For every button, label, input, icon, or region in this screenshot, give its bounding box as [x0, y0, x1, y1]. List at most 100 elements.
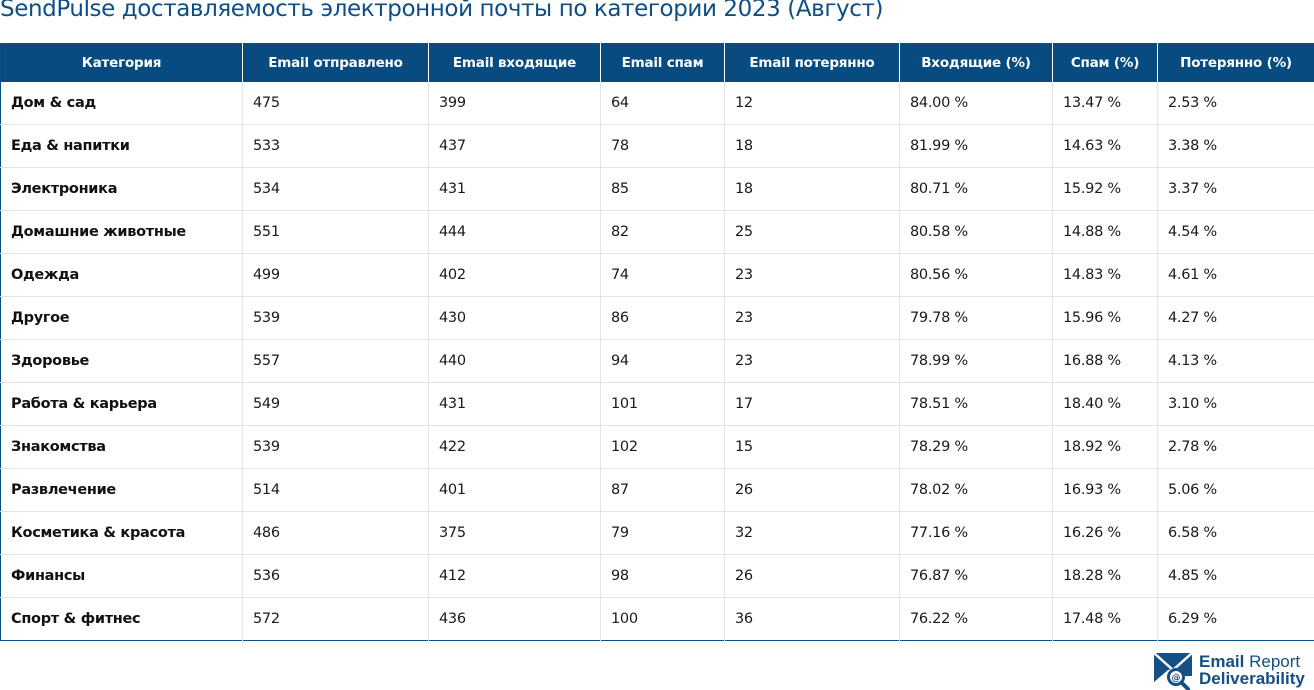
value-cell: 2.78 % — [1158, 426, 1314, 469]
category-cell: Другое — [1, 297, 243, 340]
value-cell: 5.06 % — [1158, 469, 1314, 512]
value-cell: 499 — [243, 254, 429, 297]
value-cell: 436 — [429, 598, 601, 641]
value-cell: 412 — [429, 555, 601, 598]
value-cell: 486 — [243, 512, 429, 555]
value-cell: 32 — [725, 512, 900, 555]
column-header: Спам (%) — [1053, 44, 1158, 83]
category-cell: Одежда — [1, 254, 243, 297]
value-cell: 74 — [601, 254, 725, 297]
value-cell: 16.26 % — [1053, 512, 1158, 555]
value-cell: 4.13 % — [1158, 340, 1314, 383]
value-cell: 3.38 % — [1158, 125, 1314, 168]
value-cell: 4.27 % — [1158, 297, 1314, 340]
value-cell: 101 — [601, 383, 725, 426]
value-cell: 102 — [601, 426, 725, 469]
value-cell: 18.92 % — [1053, 426, 1158, 469]
value-cell: 23 — [725, 254, 900, 297]
value-cell: 76.87 % — [900, 555, 1053, 598]
value-cell: 77.16 % — [900, 512, 1053, 555]
value-cell: 6.29 % — [1158, 598, 1314, 641]
envelope-magnifier-icon: @ — [1153, 650, 1193, 690]
value-cell: 23 — [725, 340, 900, 383]
category-cell: Спорт & фитнес — [1, 598, 243, 641]
column-header: Email отправлено — [243, 44, 429, 83]
value-cell: 15.96 % — [1053, 297, 1158, 340]
value-cell: 64 — [601, 82, 725, 125]
category-cell: Еда & напитки — [1, 125, 243, 168]
value-cell: 84.00 % — [900, 82, 1053, 125]
value-cell: 557 — [243, 340, 429, 383]
column-header: Потерянно (%) — [1158, 44, 1314, 83]
value-cell: 79.78 % — [900, 297, 1053, 340]
category-cell: Косметика & красота — [1, 512, 243, 555]
value-cell: 475 — [243, 82, 429, 125]
value-cell: 87 — [601, 469, 725, 512]
category-cell: Знакомства — [1, 426, 243, 469]
value-cell: 14.83 % — [1053, 254, 1158, 297]
value-cell: 3.10 % — [1158, 383, 1314, 426]
value-cell: 533 — [243, 125, 429, 168]
value-cell: 78.51 % — [900, 383, 1053, 426]
svg-text:@: @ — [1172, 674, 1181, 684]
value-cell: 16.88 % — [1053, 340, 1158, 383]
value-cell: 18 — [725, 168, 900, 211]
column-header: Email спам — [601, 44, 725, 83]
value-cell: 4.61 % — [1158, 254, 1314, 297]
value-cell: 94 — [601, 340, 725, 383]
value-cell: 4.85 % — [1158, 555, 1314, 598]
value-cell: 18 — [725, 125, 900, 168]
value-cell: 18.28 % — [1053, 555, 1158, 598]
value-cell: 80.71 % — [900, 168, 1053, 211]
value-cell: 100 — [601, 598, 725, 641]
category-cell: Развлечение — [1, 469, 243, 512]
value-cell: 18.40 % — [1053, 383, 1158, 426]
category-cell: Финансы — [1, 555, 243, 598]
logo-text-deliverability: Deliverability — [1199, 670, 1305, 687]
value-cell: 536 — [243, 555, 429, 598]
value-cell: 86 — [601, 297, 725, 340]
value-cell: 78.29 % — [900, 426, 1053, 469]
value-cell: 13.47 % — [1053, 82, 1158, 125]
category-cell: Здоровье — [1, 340, 243, 383]
value-cell: 82 — [601, 211, 725, 254]
value-cell: 78.02 % — [900, 469, 1053, 512]
value-cell: 402 — [429, 254, 601, 297]
value-cell: 78 — [601, 125, 725, 168]
value-cell: 98 — [601, 555, 725, 598]
value-cell: 401 — [429, 469, 601, 512]
category-cell: Домашние животные — [1, 211, 243, 254]
column-header: Email потерянно — [725, 44, 900, 83]
value-cell: 15.92 % — [1053, 168, 1158, 211]
category-cell: Дом & сад — [1, 82, 243, 125]
value-cell: 549 — [243, 383, 429, 426]
value-cell: 23 — [725, 297, 900, 340]
value-cell: 14.63 % — [1053, 125, 1158, 168]
value-cell: 430 — [429, 297, 601, 340]
value-cell: 78.99 % — [900, 340, 1053, 383]
value-cell: 25 — [725, 211, 900, 254]
value-cell: 26 — [725, 469, 900, 512]
value-cell: 431 — [429, 383, 601, 426]
value-cell: 81.99 % — [900, 125, 1053, 168]
value-cell: 14.88 % — [1053, 211, 1158, 254]
value-cell: 16.93 % — [1053, 469, 1158, 512]
value-cell: 399 — [429, 82, 601, 125]
value-cell: 80.56 % — [900, 254, 1053, 297]
value-cell: 431 — [429, 168, 601, 211]
value-cell: 514 — [243, 469, 429, 512]
value-cell: 17 — [725, 383, 900, 426]
value-cell: 437 — [429, 125, 601, 168]
value-cell: 79 — [601, 512, 725, 555]
value-cell: 551 — [243, 211, 429, 254]
